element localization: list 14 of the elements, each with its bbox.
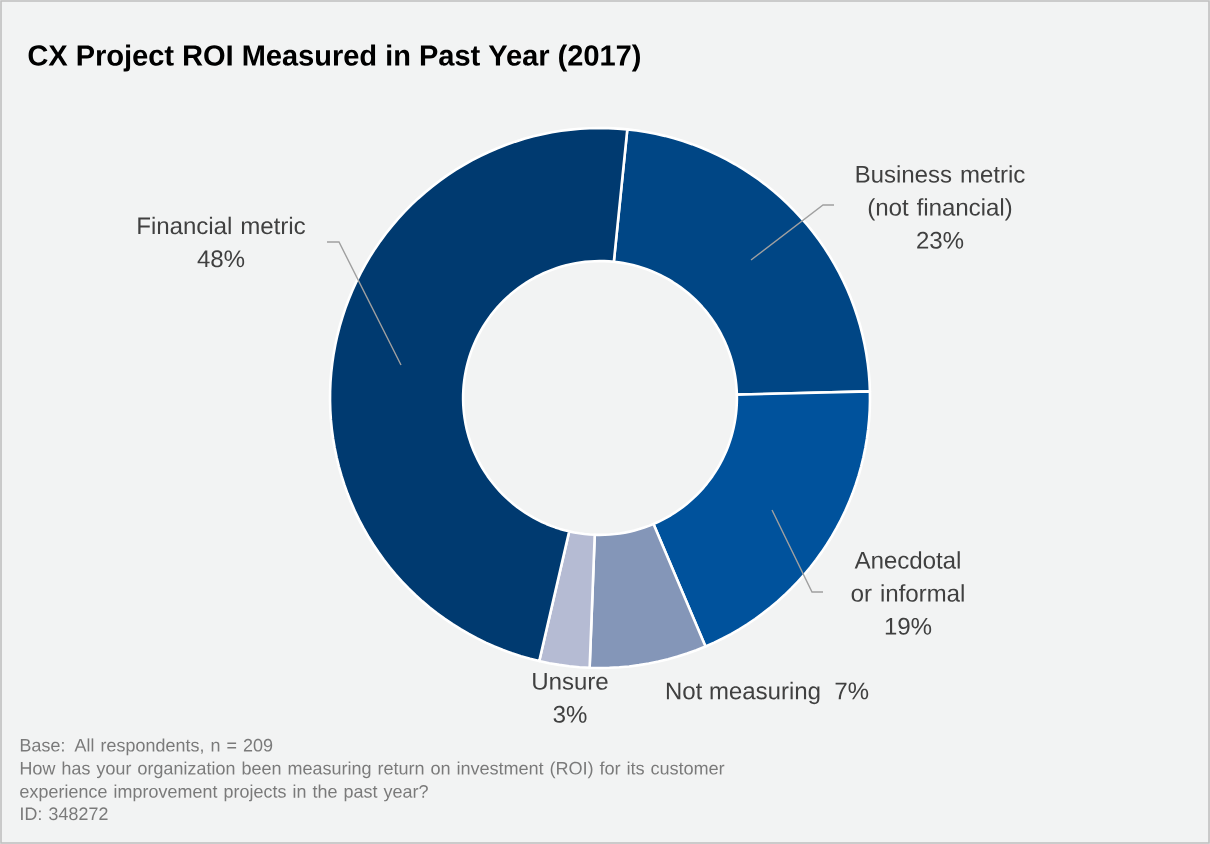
data-label: 3% <box>553 705 587 723</box>
slice-label: Anecdotal or informal <box>851 551 964 602</box>
text: How has your organization been measuring return on investment (ROI) for its customer experience improvement projects in the past year? <box>20 761 725 802</box>
data-label: 7% <box>835 682 869 700</box>
text: Base: All respondents, n = 209 <box>20 738 273 756</box>
slice-label: Financial metric <box>138 216 306 235</box>
data-label: 23% <box>917 231 964 249</box>
text: ID: 348272 <box>21 807 108 821</box>
chart-title: CX Project ROI Measured in Past Year (2017) <box>28 44 640 72</box>
slice-label: Not measuring <box>666 681 820 705</box>
slice-label: Business metric (not financial) <box>856 165 1025 221</box>
data-label: 48% <box>197 250 245 268</box>
data-label: 19% <box>885 617 932 635</box>
slice-label: Unsure <box>533 673 608 690</box>
